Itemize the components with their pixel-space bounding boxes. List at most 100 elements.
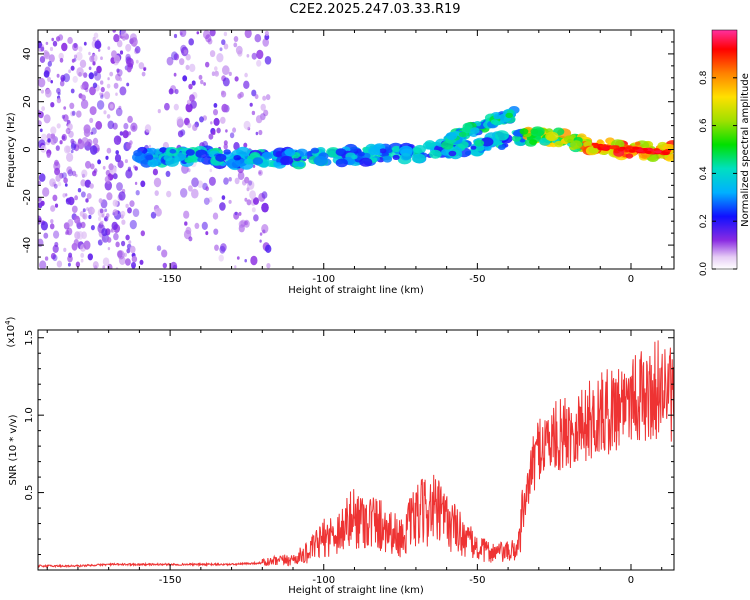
noise-blob xyxy=(43,114,51,124)
noise-blob xyxy=(107,46,111,50)
noise-blob xyxy=(116,182,123,191)
noise-blob xyxy=(209,50,216,58)
ridge-core-blob xyxy=(609,146,617,150)
noise-blob xyxy=(213,117,220,126)
noise-blob xyxy=(244,259,247,263)
noise-blob xyxy=(155,207,162,217)
spectrogram-panel: -150 -100 -50 0 -40 -20 0 20 40 Height of strai… xyxy=(6,29,675,296)
noise-blob xyxy=(177,130,184,138)
noise-blob xyxy=(205,186,209,192)
x-tick-label: -100 xyxy=(312,575,335,586)
noise-blob xyxy=(87,253,94,261)
noise-blob xyxy=(56,36,61,42)
noise-blob xyxy=(49,46,54,52)
ridge-blob xyxy=(625,153,634,159)
y-tick-label: 0.5 xyxy=(24,485,35,501)
noise-blob xyxy=(59,80,65,87)
noise-blob xyxy=(244,220,248,226)
noise-blob xyxy=(216,127,221,134)
noise-blob xyxy=(156,245,162,252)
snr-series-layer xyxy=(38,340,674,569)
noise-blob xyxy=(97,159,101,165)
noise-blob xyxy=(203,197,210,205)
colorbar-tick-label: 0.2 xyxy=(699,214,709,228)
noise-blob xyxy=(210,121,213,125)
noise-blob xyxy=(126,57,134,68)
noise-blob xyxy=(99,92,102,96)
ridge-blob xyxy=(133,149,143,157)
noise-blob xyxy=(189,63,196,73)
noise-blob xyxy=(61,114,65,119)
noise-blob xyxy=(115,107,123,117)
noise-blob xyxy=(194,222,200,229)
noise-blob xyxy=(153,209,158,214)
noise-blob xyxy=(104,180,113,191)
noise-blob xyxy=(154,190,159,197)
ridge-blob xyxy=(335,148,347,156)
noise-blob xyxy=(176,116,184,125)
y-tick-label: 1.0 xyxy=(24,407,35,423)
noise-blob xyxy=(222,65,230,76)
noise-blob xyxy=(164,102,170,111)
ridge-blob xyxy=(494,130,509,141)
ridge-blob xyxy=(145,154,154,161)
noise-blob xyxy=(185,64,190,70)
noise-blob xyxy=(115,241,120,248)
noise-blob xyxy=(244,30,252,39)
noise-blob xyxy=(203,30,210,40)
noise-blob xyxy=(238,211,242,216)
noise-blob xyxy=(76,222,82,230)
noise-blob xyxy=(157,109,161,114)
noise-blob xyxy=(221,39,226,46)
noise-blob xyxy=(247,180,255,190)
noise-blob xyxy=(44,256,49,261)
noise-blob xyxy=(173,103,179,111)
noise-blob xyxy=(59,57,64,63)
noise-blob xyxy=(38,77,46,88)
y-tick-label: -40 xyxy=(22,237,33,253)
noise-blob xyxy=(67,262,71,267)
noise-blob xyxy=(43,232,49,239)
noise-blob xyxy=(166,56,174,66)
noise-blob xyxy=(235,45,243,55)
noise-blob xyxy=(70,143,77,151)
noise-blob xyxy=(40,221,49,231)
noise-blob xyxy=(117,250,125,260)
noise-blob xyxy=(135,190,140,196)
noise-blob xyxy=(173,33,178,39)
noise-blob xyxy=(198,74,203,80)
ridge-blob xyxy=(371,157,378,162)
noise-blob xyxy=(221,103,228,113)
ridge-blob xyxy=(596,139,604,144)
noise-blob xyxy=(150,211,157,219)
noise-blob xyxy=(117,69,123,77)
ridge-blob xyxy=(252,157,264,165)
ridge-blob xyxy=(359,157,373,167)
x-tick-label: 0 xyxy=(628,575,634,586)
y-tick-label: 0 xyxy=(22,146,33,152)
noise-blob xyxy=(90,145,98,155)
noise-blob xyxy=(117,160,124,169)
noise-blob xyxy=(53,183,58,189)
noise-blob xyxy=(223,31,228,37)
ridge-blob xyxy=(297,161,305,168)
noise-blob xyxy=(162,262,167,269)
upper-branch-blob xyxy=(493,114,501,120)
noise-blob xyxy=(165,170,171,177)
noise-blob xyxy=(96,100,105,110)
noise-blob xyxy=(140,230,145,237)
noise-blob xyxy=(38,111,44,119)
snr-panel: -150 -100 -50 0 0.5 1.0 1.5 Height of straigh… xyxy=(4,316,675,596)
noise-blob xyxy=(161,249,168,258)
noise-blob xyxy=(251,110,256,116)
colorbar-tick-label: 0.0 xyxy=(699,262,709,277)
noise-blob xyxy=(98,48,101,52)
ridge-blob xyxy=(233,155,241,161)
noise-blob xyxy=(214,70,219,77)
noise-blob xyxy=(262,95,267,101)
noise-blob xyxy=(221,90,227,98)
noise-blob xyxy=(196,31,200,35)
snr-y-multiplier: (x104) xyxy=(4,316,17,347)
noise-blob xyxy=(179,58,185,66)
